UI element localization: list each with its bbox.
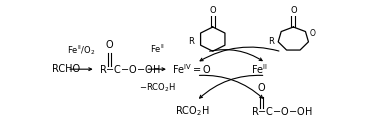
- Text: Fe$^{\mathsf{IV}}$$=$O: Fe$^{\mathsf{IV}}$$=$O: [172, 62, 212, 76]
- Text: O: O: [209, 6, 216, 15]
- Text: R$-$C$-$O$-$OH: R$-$C$-$O$-$OH: [251, 105, 313, 117]
- Text: O: O: [290, 6, 297, 15]
- Text: R: R: [189, 37, 194, 46]
- Text: O: O: [106, 40, 113, 50]
- Text: O: O: [257, 83, 265, 93]
- Text: Fe$^{\mathsf{II}}$: Fe$^{\mathsf{II}}$: [251, 62, 268, 76]
- FancyArrowPatch shape: [200, 75, 263, 98]
- Text: Fe$^{\mathsf{II}}$: Fe$^{\mathsf{II}}$: [150, 43, 164, 55]
- Text: RCHO: RCHO: [52, 64, 80, 74]
- FancyArrowPatch shape: [200, 47, 279, 61]
- Text: RCO$_2$H: RCO$_2$H: [175, 105, 209, 118]
- Text: R: R: [268, 37, 274, 46]
- Text: O: O: [310, 28, 316, 38]
- FancyArrowPatch shape: [200, 75, 263, 98]
- Text: Fe$^{\mathsf{II}}$/O$_2$: Fe$^{\mathsf{II}}$/O$_2$: [67, 43, 95, 57]
- FancyArrowPatch shape: [210, 50, 262, 61]
- Text: $-$RCO$_2$H: $-$RCO$_2$H: [139, 82, 175, 94]
- Text: R$-$C$-$O$-$OH: R$-$C$-$O$-$OH: [99, 63, 161, 75]
